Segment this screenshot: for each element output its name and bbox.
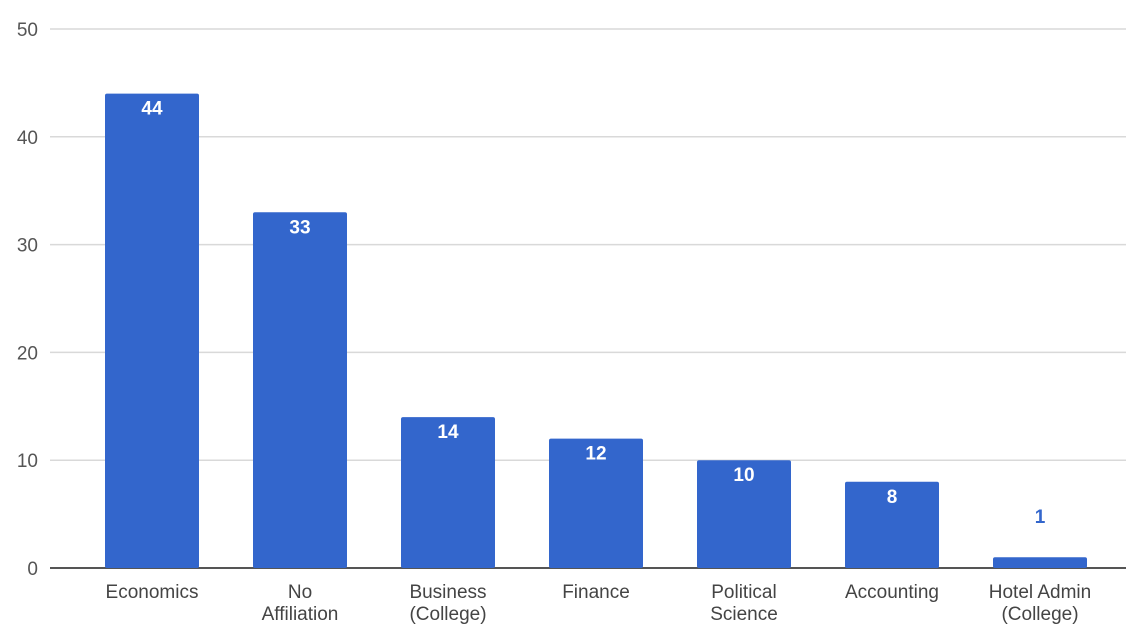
x-tick-label: No	[288, 582, 312, 603]
y-tick-label: 20	[17, 343, 38, 364]
x-tick-label: Accounting	[845, 582, 939, 603]
bar	[253, 212, 347, 568]
y-tick-label: 40	[17, 128, 38, 149]
x-tick-label: Political	[711, 582, 776, 603]
x-tick-label: Economics	[106, 582, 199, 603]
y-tick-label: 50	[17, 20, 38, 41]
bar	[993, 557, 1087, 568]
bar	[697, 460, 791, 568]
data-label: 14	[437, 422, 459, 443]
y-tick-label: 0	[27, 559, 38, 580]
data-label: 33	[289, 217, 310, 238]
y-tick-label: 30	[17, 236, 38, 257]
bars	[105, 93, 1087, 569]
data-label: 1	[1035, 507, 1046, 528]
x-tick-label: (College)	[1001, 604, 1078, 625]
bar	[105, 93, 199, 569]
x-tick-label: Business	[409, 582, 486, 603]
x-tick-label: Science	[710, 604, 778, 625]
bar	[845, 481, 939, 568]
gridlines	[50, 28, 1126, 569]
bar	[549, 438, 643, 568]
data-label: 12	[585, 444, 606, 465]
x-tick-label: (College)	[409, 604, 486, 625]
x-axis-tick-labels: Economics NoAffiliationBusiness(College)F…	[106, 582, 1092, 625]
data-label: 10	[733, 465, 754, 486]
bar	[401, 417, 495, 568]
x-tick-label: Hotel Admin	[989, 582, 1091, 603]
y-axis-tick-labels: 0 10 20 30 40 50	[17, 20, 38, 580]
x-tick-label: Affiliation	[262, 604, 339, 625]
y-tick-label: 10	[17, 451, 38, 472]
data-labels: 44 33 14 12 10 8 1	[141, 99, 1045, 529]
x-tick-label: Finance	[562, 582, 630, 603]
data-label: 44	[141, 99, 163, 120]
data-label: 8	[887, 487, 898, 508]
